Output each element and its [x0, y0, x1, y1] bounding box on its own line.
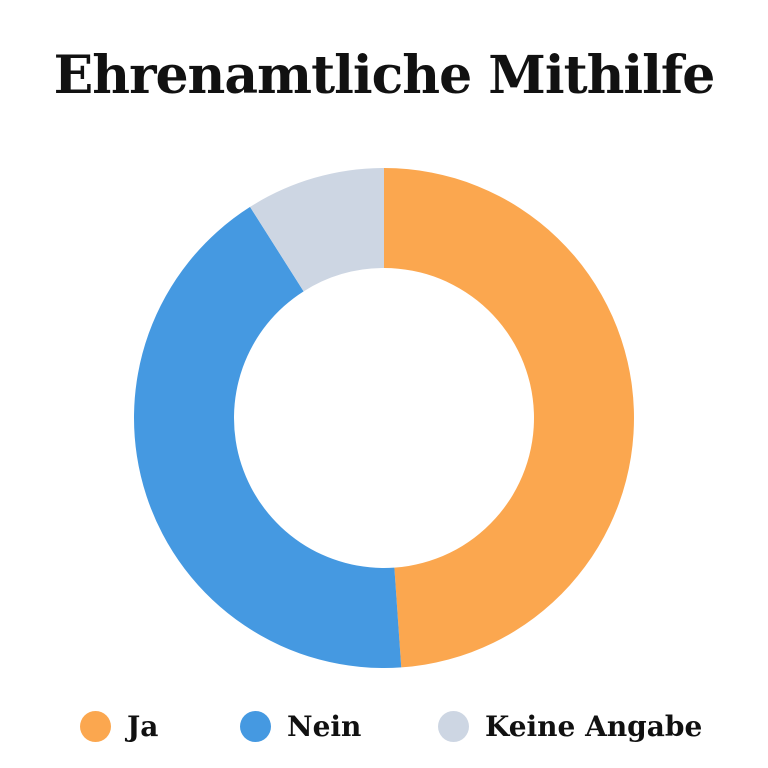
legend-swatch-ja — [80, 710, 111, 742]
legend-label-ja: Ja — [127, 709, 159, 743]
donut-slices — [133, 168, 635, 668]
legend-item-nein[interactable]: Nein — [240, 700, 361, 752]
slice-ja[interactable] — [384, 168, 635, 668]
legend-label-nein: Nein — [287, 709, 362, 743]
legend-swatch-nein — [240, 710, 271, 742]
slice-keine-angabe[interactable] — [250, 168, 384, 292]
legend-swatch-keine-angabe — [438, 710, 469, 742]
legend: Ja Nein Keine Angabe — [0, 700, 768, 752]
legend-item-keine-angabe[interactable]: Keine Angabe — [438, 700, 702, 752]
chart-title: Ehrenamtliche Mithilfe — [53, 45, 716, 106]
legend-label-keine-angabe: Keine Angabe — [485, 709, 703, 743]
legend-item-ja[interactable]: Ja — [80, 700, 158, 752]
slice-nein[interactable] — [133, 206, 402, 668]
